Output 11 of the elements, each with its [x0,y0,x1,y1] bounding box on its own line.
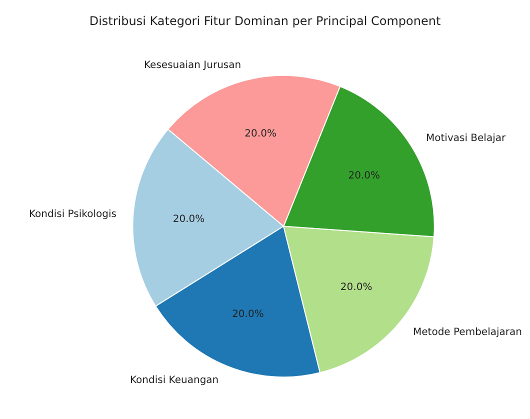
slice-label: Kesesuaian Jurusan [144,60,242,71]
data-label: 20.0% [340,282,372,293]
data-label: 20.0% [244,128,276,140]
data-label: 20.0% [348,170,380,182]
chart-title: Distribusi Kategori Fitur Dominan per Principal Component [89,14,441,28]
slice-label: Kondisi Keuangan [130,375,219,386]
data-label: 20.0% [172,214,205,226]
slice-label: Motivasi Belajar [426,133,506,144]
slice-label: Metode Pembelajaran [413,327,522,338]
slice-label: Kondisi Psikologis [29,209,116,220]
data-label: 20.0% [232,308,264,320]
